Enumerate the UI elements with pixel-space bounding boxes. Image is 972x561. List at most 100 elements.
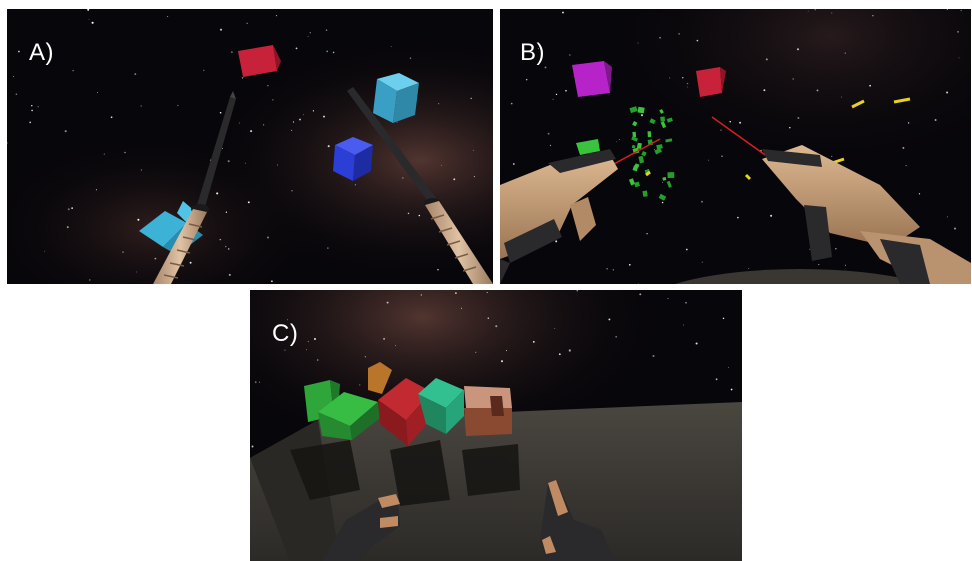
star bbox=[437, 269, 439, 271]
star bbox=[251, 445, 254, 448]
star bbox=[177, 104, 179, 106]
star bbox=[638, 283, 640, 284]
star bbox=[844, 52, 846, 54]
star bbox=[628, 263, 631, 266]
star bbox=[720, 129, 722, 131]
star bbox=[327, 145, 330, 148]
star bbox=[797, 117, 800, 119]
debris-fragment bbox=[665, 138, 673, 143]
star bbox=[669, 77, 671, 79]
star bbox=[958, 57, 960, 59]
red-cube-icon bbox=[696, 67, 726, 97]
star bbox=[835, 248, 837, 250]
star bbox=[284, 349, 286, 351]
right-laser-beam bbox=[711, 116, 769, 158]
star bbox=[275, 14, 278, 17]
star bbox=[420, 294, 422, 296]
star bbox=[221, 147, 223, 149]
star bbox=[615, 335, 618, 338]
star bbox=[276, 164, 278, 166]
star bbox=[770, 214, 773, 217]
star bbox=[618, 138, 620, 140]
star bbox=[686, 82, 689, 85]
debris-fragment bbox=[634, 181, 640, 188]
star bbox=[558, 353, 561, 356]
star bbox=[316, 359, 319, 361]
star bbox=[244, 162, 246, 164]
debris-fragment bbox=[638, 155, 645, 164]
star bbox=[31, 109, 33, 112]
star bbox=[730, 388, 733, 391]
star bbox=[224, 245, 227, 248]
cyan-cube-icon bbox=[373, 73, 419, 123]
star bbox=[902, 146, 905, 149]
debris-fragment bbox=[654, 147, 662, 155]
star bbox=[203, 69, 205, 72]
star bbox=[737, 216, 739, 219]
star bbox=[946, 91, 949, 94]
debris-fragment bbox=[636, 142, 642, 149]
star bbox=[525, 78, 528, 81]
star bbox=[475, 351, 477, 353]
star bbox=[396, 121, 398, 123]
star bbox=[957, 30, 959, 33]
starfield bbox=[7, 9, 476, 283]
star bbox=[495, 325, 498, 328]
star bbox=[228, 273, 231, 276]
star bbox=[565, 89, 567, 92]
star bbox=[134, 73, 137, 76]
star bbox=[254, 381, 257, 384]
star bbox=[934, 119, 937, 121]
star bbox=[306, 349, 307, 351]
star bbox=[695, 342, 698, 345]
star bbox=[569, 54, 571, 56]
star bbox=[818, 264, 820, 266]
star bbox=[816, 89, 819, 92]
magenta-cube-icon bbox=[572, 61, 612, 97]
block-shadows bbox=[290, 440, 520, 506]
star bbox=[455, 292, 457, 294]
right-katana-icon bbox=[347, 87, 493, 284]
star bbox=[512, 163, 515, 165]
star bbox=[326, 50, 329, 53]
star bbox=[286, 319, 289, 321]
star bbox=[307, 340, 309, 343]
star bbox=[390, 46, 392, 48]
star bbox=[227, 160, 230, 163]
debris-fragment bbox=[637, 106, 645, 114]
star bbox=[407, 212, 410, 215]
star bbox=[701, 200, 703, 203]
star bbox=[291, 129, 293, 131]
star bbox=[409, 57, 412, 59]
debris-fragment bbox=[629, 106, 638, 114]
ground-surface bbox=[675, 269, 925, 284]
debris-fragment bbox=[660, 121, 667, 129]
star bbox=[814, 9, 816, 11]
debris-fragment bbox=[641, 151, 647, 157]
star bbox=[110, 116, 113, 119]
star bbox=[789, 126, 791, 129]
star bbox=[307, 35, 309, 37]
star bbox=[640, 114, 644, 117]
star bbox=[295, 47, 298, 50]
star bbox=[555, 240, 558, 243]
star bbox=[189, 261, 192, 264]
star bbox=[140, 105, 142, 107]
star bbox=[453, 178, 456, 181]
star bbox=[140, 169, 142, 171]
star bbox=[739, 121, 742, 124]
star bbox=[250, 130, 253, 133]
star bbox=[792, 78, 794, 80]
star bbox=[137, 218, 140, 221]
debris-fragment bbox=[632, 131, 637, 138]
star bbox=[662, 181, 663, 183]
star bbox=[89, 279, 91, 281]
star bbox=[292, 121, 295, 123]
star bbox=[840, 96, 842, 98]
panel-a-label: A) bbox=[29, 39, 54, 66]
star bbox=[472, 150, 474, 151]
star bbox=[225, 211, 228, 213]
star bbox=[845, 264, 847, 266]
star bbox=[246, 22, 248, 24]
star bbox=[637, 42, 639, 44]
